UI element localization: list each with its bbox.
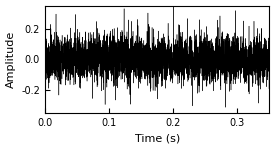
X-axis label: Time (s): Time (s) [134,134,180,143]
Y-axis label: Amplitude: Amplitude [6,31,16,88]
